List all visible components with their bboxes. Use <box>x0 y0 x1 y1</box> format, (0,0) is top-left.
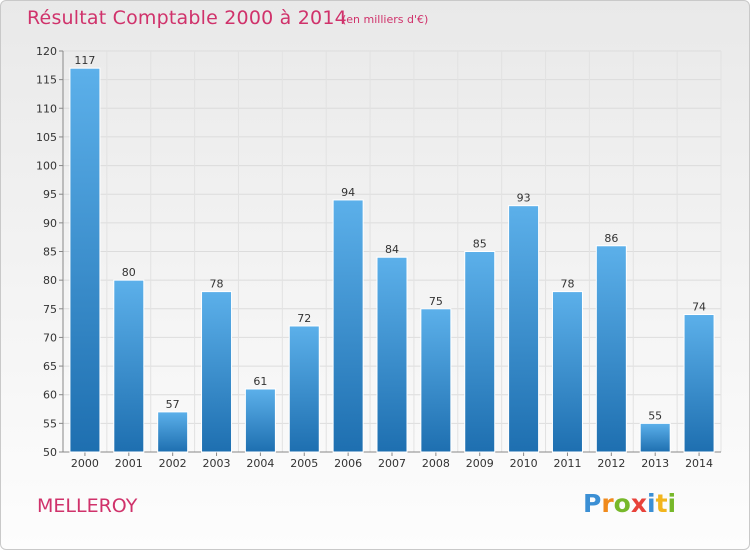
value-label-2009: 85 <box>473 238 487 251</box>
y-tick-label: 65 <box>43 360 57 373</box>
value-label-2010: 93 <box>517 192 531 205</box>
x-tick-label-2010: 2010 <box>510 457 538 470</box>
bars <box>69 67 715 453</box>
bar-2010 <box>508 205 540 453</box>
y-tick-label: 75 <box>43 303 57 316</box>
bar-2002 <box>157 411 189 453</box>
bar-2011 <box>551 291 583 453</box>
x-tick-label-2006: 2006 <box>334 457 362 470</box>
logo-letter: r <box>601 489 614 518</box>
value-label-2011: 78 <box>560 278 574 291</box>
y-tick-label: 100 <box>36 160 57 173</box>
x-tick-label-2014: 2014 <box>685 457 713 470</box>
x-tick-label-2009: 2009 <box>466 457 494 470</box>
x-tick-label-2011: 2011 <box>553 457 581 470</box>
value-label-2012: 86 <box>604 232 618 245</box>
value-label-2002: 57 <box>166 398 180 411</box>
bar-2009 <box>464 251 496 453</box>
value-label-2000: 117 <box>74 54 95 67</box>
x-tick-label-2005: 2005 <box>290 457 318 470</box>
value-label-2013: 55 <box>648 409 662 422</box>
value-label-2005: 72 <box>297 312 311 325</box>
y-tick-label: 95 <box>43 188 57 201</box>
bar-2012 <box>595 245 627 453</box>
logo-letter: i <box>667 489 677 518</box>
value-labels: 117 80 57 78 61 72 94 84 75 85 93 78 86 55 74 <box>74 54 706 422</box>
x-tick-label-2002: 2002 <box>159 457 187 470</box>
y-tick-label: 55 <box>43 417 57 430</box>
bar-2005 <box>288 325 320 453</box>
value-label-2004: 61 <box>253 375 267 388</box>
x-tick-label-2013: 2013 <box>641 457 669 470</box>
y-tick-label: 90 <box>43 217 57 230</box>
y-tick-label: 80 <box>43 274 57 287</box>
y-tick-label: 105 <box>36 131 57 144</box>
x-tick-label-2001: 2001 <box>115 457 143 470</box>
value-label-2001: 80 <box>122 266 136 279</box>
bar-2000 <box>69 67 101 453</box>
value-label-2008: 75 <box>429 295 443 308</box>
x-tick-label-2003: 2003 <box>203 457 231 470</box>
value-label-2006: 94 <box>341 186 355 199</box>
bar-2007 <box>376 256 408 453</box>
town-name: MELLEROY <box>37 495 138 517</box>
bar-2008 <box>420 308 452 453</box>
x-tick-label-2000: 2000 <box>71 457 99 470</box>
logo-letter: t <box>655 489 668 518</box>
tick-labels: 50 55 60 65 70 75 80 85 90 95 100 105 110 115 120 2000 2… <box>36 45 713 470</box>
y-tick-label: 70 <box>43 331 57 344</box>
chart-title: Résultat Comptable 2000 à 2014 <box>27 7 347 29</box>
chart-subtitle: (en milliers d'€) <box>342 13 429 26</box>
x-tick-label-2004: 2004 <box>246 457 274 470</box>
logo-letter: x <box>630 489 647 518</box>
logo-letter: P <box>583 489 602 518</box>
y-tick-label: 85 <box>43 246 57 259</box>
y-tick-label: 115 <box>36 74 57 87</box>
bar-2003 <box>201 291 233 453</box>
x-tick-label-2008: 2008 <box>422 457 450 470</box>
bar-2001 <box>113 279 145 453</box>
proxiti-logo: Proxiti <box>583 489 676 518</box>
y-tick-label: 110 <box>36 102 57 115</box>
value-label-2003: 78 <box>210 278 224 291</box>
y-tick-label: 120 <box>36 45 57 58</box>
y-tick-label: 60 <box>43 389 57 402</box>
bar-2014 <box>683 314 715 453</box>
bar-2013 <box>639 422 671 453</box>
logo-letter: o <box>613 489 631 518</box>
x-tick-label-2007: 2007 <box>378 457 406 470</box>
value-label-2014: 74 <box>692 301 706 314</box>
bar-2006 <box>332 199 364 453</box>
x-tick-label-2012: 2012 <box>597 457 625 470</box>
value-label-2007: 84 <box>385 243 399 256</box>
bar-2004 <box>244 388 276 453</box>
y-tick-label: 50 <box>43 446 57 459</box>
logo-letter: i <box>647 489 656 518</box>
